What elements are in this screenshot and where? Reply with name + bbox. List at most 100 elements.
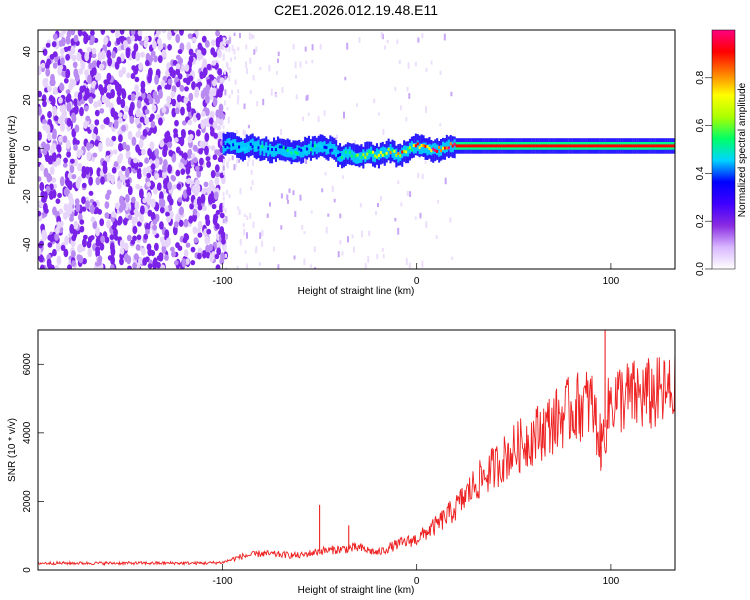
carrier-mid-cell — [335, 146, 338, 157]
spectrogram-noise-cell — [67, 264, 72, 269]
spectrogram-faint-cell — [236, 158, 239, 164]
spectrogram-noise-cell — [130, 93, 136, 101]
spectrogram-faint-cell — [277, 51, 280, 57]
spectrogram-noise-cell — [195, 184, 201, 193]
spectrogram-faint-cell — [439, 123, 442, 127]
spectrogram-noise-cell — [60, 244, 66, 251]
carrier-core-cell — [659, 144, 662, 148]
carrier-mid-cell — [383, 147, 386, 158]
spectrogram-noise-cell — [47, 85, 52, 93]
spectrogram-noise-cell — [84, 51, 90, 62]
spectrogram-faint-cell — [233, 32, 236, 36]
carrier-core-cell — [331, 148, 334, 152]
snr-y-tick-label: 6000 — [22, 353, 33, 376]
spectrogram-noise-cell — [117, 83, 122, 93]
carrier-core-cell — [581, 144, 584, 148]
spectrogram-noise-cell — [202, 205, 207, 212]
spectrogram-noise-cell — [58, 208, 64, 215]
spectrogram-noise-cell — [99, 218, 105, 227]
spectrogram-faint-cell — [406, 190, 409, 197]
spectrogram-faint-cell — [331, 185, 334, 192]
spectrogram-noise-cell — [40, 223, 45, 232]
spectrogram-noise-cell — [54, 264, 60, 269]
spectrogram-noise-cell — [204, 235, 210, 245]
spectrogram-noise-cell — [201, 250, 207, 259]
spectrogram-noise-cell — [134, 201, 140, 211]
spectrogram-noise-cell — [217, 49, 222, 58]
carrier-mid-cell — [393, 149, 396, 160]
spectrogram-noise-cell — [109, 234, 115, 241]
spectrogram-y-label: Frequency (Hz) — [7, 116, 18, 185]
spectrogram-noise-cell — [206, 160, 212, 168]
carrier-core-cell — [624, 144, 627, 148]
spectrogram-noise-cell — [205, 84, 211, 92]
carrier-core-cell — [544, 144, 547, 148]
spectrogram-faint-cell — [236, 98, 239, 105]
spectrogram-noise-cell — [185, 178, 191, 185]
spectrogram-frame — [37, 29, 676, 270]
spectrogram-noise-cell — [198, 165, 204, 172]
spectrogram-noise-cell — [154, 74, 160, 85]
spectrogram-noise-cell — [198, 148, 204, 155]
spectrogram-noise-cell — [215, 41, 221, 48]
spectrogram-faint-cell — [224, 208, 227, 214]
spectrogram-noise-cell — [39, 264, 45, 269]
spectrogram-noise-cell — [139, 116, 145, 123]
spectrogram-noise-cell — [212, 51, 218, 58]
spectrogram-noise-cell — [58, 65, 64, 70]
carrier-core-cell — [306, 147, 309, 151]
spectrogram-faint-cell — [225, 62, 228, 68]
spectrogram-noise-cell — [212, 120, 218, 130]
spectrogram-noise-cell — [218, 117, 224, 126]
spectrogram-noise-cell — [67, 172, 73, 180]
carrier-mid-cell — [298, 145, 301, 157]
spectrogram-faint-cell — [239, 32, 241, 39]
spectrogram-noise-cell — [38, 106, 42, 116]
spectrogram-faint-cell — [439, 70, 442, 75]
spectrogram-noise-cell — [118, 134, 123, 143]
spectrogram-noise-cell — [91, 133, 97, 140]
spectrogram-noise-cell — [96, 72, 102, 81]
carrier-core-cell — [232, 143, 235, 147]
spectrogram-noise-cell — [75, 178, 81, 189]
spectrogram-noise-cell — [154, 148, 160, 157]
spectrogram-noise-cell — [148, 97, 154, 105]
spectrogram-noise-cell — [133, 43, 139, 52]
spectrogram-noise-cell — [126, 255, 132, 265]
spectrogram-noise-cell — [123, 242, 129, 251]
spectrogram-faint-cell — [292, 190, 295, 196]
carrier-core-cell — [428, 147, 431, 150]
carrier-core-cell — [393, 149, 396, 153]
spectrogram-noise-cell — [191, 81, 196, 91]
spectrogram-faint-cell — [292, 43, 295, 50]
spectrogram-noise-cell — [80, 60, 86, 71]
spectrogram-noise-cell — [140, 80, 146, 90]
spectrogram-faint-cell — [310, 264, 313, 268]
spectrogram-faint-cell — [245, 61, 248, 69]
carrier-core-cell — [273, 147, 276, 150]
carrier-core-cell — [327, 147, 330, 151]
spectrogram-faint-cell — [375, 210, 377, 216]
spectrogram-noise-cell — [73, 220, 79, 230]
spectrogram-noise-cell — [193, 237, 199, 244]
spectrogram-faint-cell — [305, 158, 308, 164]
spectrogram-faint-cell — [228, 94, 231, 99]
spectrogram-noise-cell — [179, 30, 184, 36]
carrier-mid-cell — [438, 146, 441, 157]
spectrogram-noise-cell — [126, 72, 131, 79]
spectrogram-faint-cell — [222, 46, 225, 51]
spectrogram-noise-cell — [112, 79, 118, 86]
spectrogram-noise-cell — [70, 45, 76, 55]
spectrogram-noise-cell — [101, 94, 107, 104]
spectrogram-noise-cell — [138, 138, 144, 149]
spectrogram-faint-cell — [236, 265, 239, 269]
carrier-mid-cell — [259, 144, 262, 156]
spectrogram-faint-cell — [227, 40, 230, 45]
carrier-core-cell — [315, 144, 318, 148]
spectrogram-noise-cell — [216, 241, 222, 249]
spectrogram-noise-cell — [71, 250, 76, 258]
spectrogram-faint-cell — [280, 193, 283, 199]
spectrogram-faint-cell — [408, 93, 411, 99]
carrier-core-cell — [626, 144, 629, 148]
